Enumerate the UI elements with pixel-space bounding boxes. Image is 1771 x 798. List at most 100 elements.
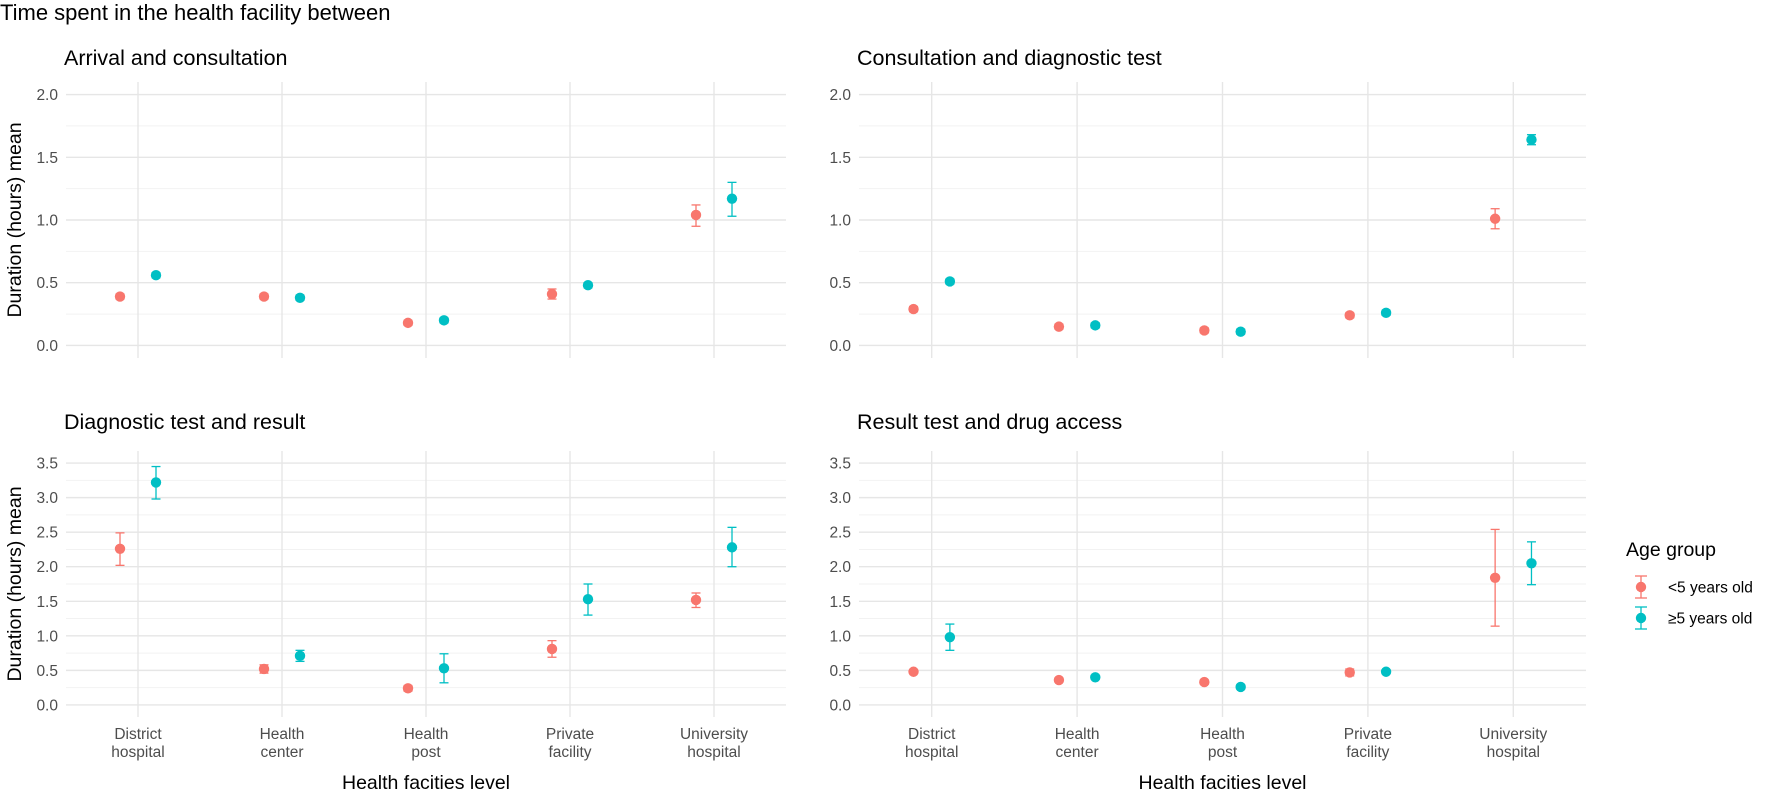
facet-panels: Arrival and consultation0.00.51.01.52.0D… [4,46,1586,794]
facet-panel-3: Diagnostic test and result 0.0 0.5 1.0 1.5 2.… [4,410,786,794]
data-point [908,666,919,677]
gridlines [66,451,786,717]
y-tick-label: 2.5 [36,525,58,542]
facet-panel-4: Result test and drug access 0.0 0.5 1.0 1.5 2… [829,410,1586,794]
panel-title: Consultation and diagnostic test [857,46,1162,70]
y-tick-label: 0.0 [36,338,58,355]
data-point [1489,213,1501,224]
legend-keys: <5 years old ≥5 years old [1635,575,1753,630]
legend-label: <5 years old [1668,580,1753,597]
series-under-5 [114,532,702,694]
y-axis-label: Duration (hours) mean [4,122,26,317]
series-under-5 [908,208,1501,336]
data-point [690,209,702,221]
series-under-5 [908,528,1501,688]
data-point [1526,558,1537,569]
y-tick-label: 1.5 [36,594,58,611]
data-point [1344,310,1355,321]
legend-key-point [1635,612,1647,624]
data-point [1199,676,1210,688]
x-tick-label: Health post [1200,726,1245,761]
y-tick-label: 3.0 [829,490,851,507]
x-axis-label: Health facities level [342,772,510,793]
y-tick-label: 3.5 [829,456,851,473]
y-tick-label: 3.5 [36,456,58,473]
x-tick-label: Health post [404,726,449,761]
panel-title: Diagnostic test and result [64,410,305,434]
data-point [1053,674,1065,686]
data-point [438,663,450,674]
x-tick-label: Private facility [546,726,594,761]
facet-panel-1: Arrival and consultation 0.0 0.5 1.0 1.5 2.0 D… [4,46,786,358]
y-tick-label: 0.5 [829,663,851,680]
legend-label: ≥5 years old [1668,611,1752,628]
y-tick-label: 1.5 [36,150,58,167]
facet-panel-2: Consultation and diagnostic test 0.0 0.5 1.… [829,46,1586,358]
data-point [726,193,738,204]
series-under-5 [114,204,702,329]
data-point [582,594,594,605]
data-point [1235,326,1246,337]
y-tick-label: 2.0 [36,87,58,104]
y-tick-label: 0.5 [36,275,58,292]
data-point [1053,321,1065,332]
data-point [1090,320,1101,331]
y-tick-label: 1.0 [36,213,58,230]
y-tick-label: 2.0 [829,87,851,104]
y-tick-label: 0.0 [829,697,851,714]
figure-title: Time spent in the health facility betwee… [0,0,391,25]
data-point [908,303,919,315]
data-point [258,291,270,302]
data-point [1090,672,1101,683]
data-point [1489,572,1501,583]
series-5-and-over [150,181,738,326]
data-point [1526,134,1537,145]
legend-key-point [1635,581,1647,593]
legend-item: ≥5 years old [1635,606,1752,630]
x-tick-label: University hospital [680,726,748,761]
gridlines [859,82,1586,358]
gridlines [859,451,1586,717]
data-point [258,663,270,675]
series-5-and-over [150,465,738,684]
panel-title: Result test and drug access [857,410,1122,434]
y-tick-label: 2.5 [829,525,851,542]
x-tick-label: University hospital [1479,726,1547,761]
data-point [402,683,414,694]
series-5-and-over [944,541,1537,693]
data-point [1199,325,1210,336]
panel-title: Arrival and consultation [64,46,287,70]
legend: Age group <5 years old ≥5 years old [1626,539,1753,630]
data-point [1344,667,1355,678]
y-tick-label: 1.0 [36,628,58,645]
data-point [944,276,956,287]
x-tick-label: Private facility [1344,726,1392,761]
legend-item: <5 years old [1635,575,1753,599]
y-tick-label: 1.5 [829,594,851,611]
y-tick-label: 0.5 [829,275,851,292]
y-tick-label: 0.0 [36,697,58,714]
y-tick-label: 2.0 [36,559,58,576]
data-point [582,280,594,291]
y-tick-label: 3.0 [36,490,58,507]
x-tick-label: Health center [260,726,305,761]
x-tick-label: District hospital [111,726,164,761]
data-point [150,477,162,488]
y-tick-label: 1.0 [829,628,851,645]
data-point [944,632,956,643]
data-point [1235,681,1246,693]
data-point [150,270,162,281]
y-tick-label: 0.5 [36,663,58,680]
series-5-and-over [944,134,1537,337]
data-point [1380,307,1392,319]
legend-title: Age group [1626,539,1716,561]
data-point [1380,666,1392,677]
y-tick-label: 1.5 [829,150,851,167]
data-point [690,594,702,606]
data-point [114,543,126,554]
gridlines [66,82,786,358]
x-tick-label: Health center [1055,726,1100,761]
data-point [726,542,738,553]
